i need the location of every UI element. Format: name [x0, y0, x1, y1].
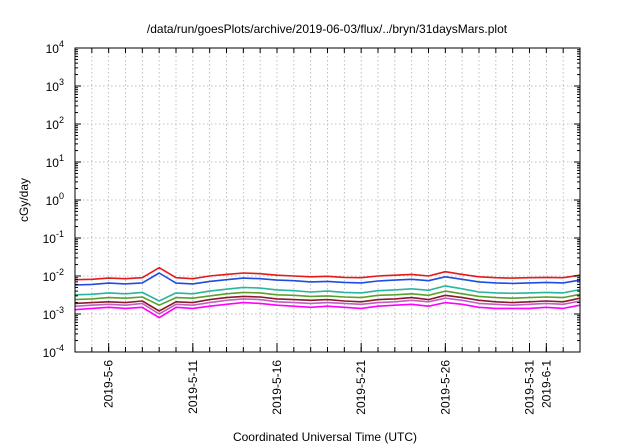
y-tick-label: 10-4 — [43, 343, 64, 360]
y-tick-label: 10-3 — [43, 305, 64, 322]
x-tick-label: 2019-5-21 — [354, 360, 368, 415]
series-line-5 — [74, 294, 581, 312]
x-tick-label: 2019-5-16 — [270, 360, 284, 415]
y-tick-label: 10-1 — [43, 229, 64, 246]
series-line-4 — [74, 290, 581, 307]
x-tick-label: 2019-6-1 — [539, 360, 553, 408]
y-tick-label: 10-2 — [43, 267, 64, 284]
series-layer — [74, 266, 581, 319]
x-axis-label: Coordinated Universal Time (UTC) — [233, 430, 417, 444]
y-axis-label: cGy/day — [17, 178, 31, 222]
series-line-3 — [74, 285, 581, 302]
y-tick-label: 103 — [46, 77, 64, 94]
series-line-1 — [74, 266, 581, 281]
series-line-2 — [74, 272, 581, 286]
x-tick-label: 2019-5-6 — [102, 360, 116, 408]
chart-title: /data/run/goesPlots/archive/2019-06-03/f… — [147, 22, 508, 36]
x-tick-label: 2019-5-26 — [438, 360, 452, 415]
x-tick-label: 2019-5-11 — [186, 360, 200, 414]
series-line-7 — [74, 301, 581, 319]
y-tick-label: 104 — [46, 39, 64, 56]
series-line-6 — [74, 297, 581, 315]
y-axis: 10-4 10-3 10-2 10-1 100 101 102 103 104 — [43, 39, 580, 360]
y-tick-label: 102 — [46, 115, 64, 132]
y-tick-label: 100 — [46, 191, 64, 208]
x-axis: 2019-5-6 2019-5-11 2019-5-16 2019-5-21 2019-… — [91, 48, 564, 415]
y-tick-label: 101 — [46, 153, 64, 170]
x-tick-label: 2019-5-31 — [523, 360, 537, 415]
